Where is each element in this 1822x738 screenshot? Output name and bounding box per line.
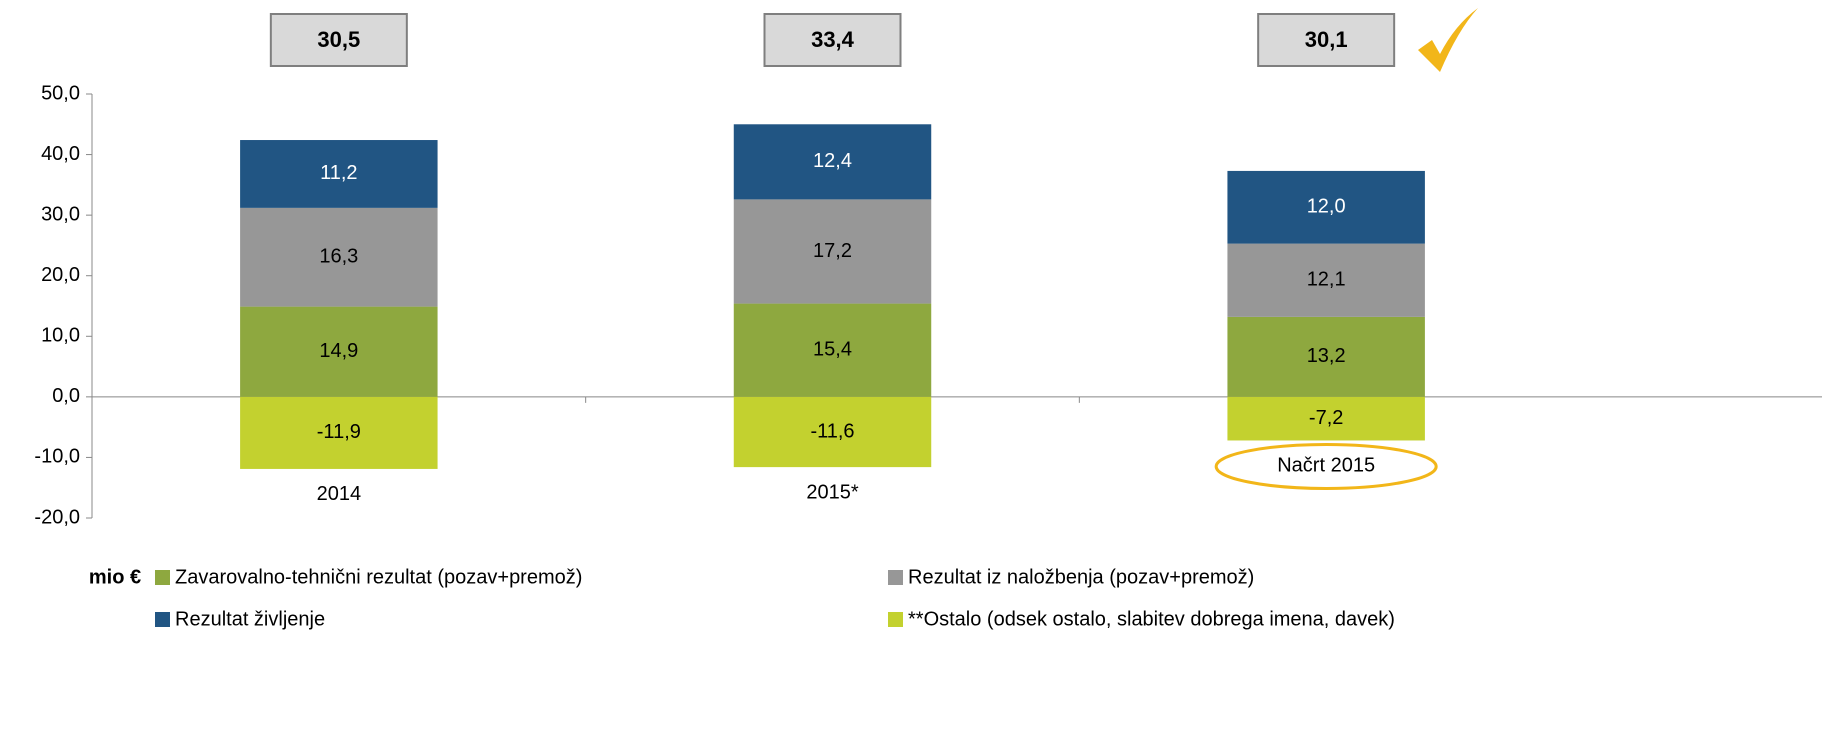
data-label: 12,0 bbox=[1307, 196, 1346, 218]
legend-swatch bbox=[888, 570, 903, 585]
data-label: -11,6 bbox=[810, 420, 854, 442]
legend-swatch bbox=[888, 612, 903, 627]
data-label: 12,1 bbox=[1307, 269, 1346, 291]
data-label: -11,9 bbox=[317, 421, 361, 443]
bar-segment bbox=[1227, 396, 1425, 441]
data-label: 15,4 bbox=[813, 338, 852, 360]
total-box bbox=[1257, 13, 1396, 67]
total-label: 30,5 bbox=[317, 27, 360, 52]
legend-swatch bbox=[155, 570, 170, 585]
y-tick-label: 30,0 bbox=[41, 203, 80, 225]
legend-label: **Ostalo (odsek ostalo, slabitev dobrega… bbox=[908, 608, 1395, 630]
bar-segment bbox=[733, 303, 932, 397]
bar-segment bbox=[1227, 243, 1425, 317]
total-label: 30,1 bbox=[1305, 27, 1348, 52]
bar-segment bbox=[733, 199, 932, 304]
bar-segment bbox=[1227, 170, 1425, 244]
bar-segment bbox=[1227, 316, 1425, 397]
bar-segment bbox=[240, 396, 438, 469]
bar-segment bbox=[240, 140, 438, 208]
bar-segment bbox=[240, 306, 438, 397]
y-tick-label: 50,0 bbox=[41, 82, 80, 104]
y-tick-label: -10,0 bbox=[34, 446, 80, 468]
y-tick-label: 20,0 bbox=[41, 264, 80, 286]
data-label: 17,2 bbox=[813, 240, 852, 262]
data-label: 12,4 bbox=[813, 150, 852, 172]
x-tick-label: 2015* bbox=[806, 481, 858, 503]
bar-segment bbox=[240, 207, 438, 307]
y-tick-label: 0,0 bbox=[52, 385, 80, 407]
y-axis-label: mio € bbox=[89, 566, 141, 588]
y-tick-label: -20,0 bbox=[34, 506, 80, 528]
x-tick-label: Načrt 2015 bbox=[1277, 455, 1375, 477]
data-label: 14,9 bbox=[319, 340, 358, 362]
data-label: 13,2 bbox=[1307, 345, 1346, 367]
legend-swatch bbox=[155, 612, 170, 627]
x-tick-label: 2014 bbox=[317, 483, 362, 505]
total-box bbox=[763, 13, 902, 67]
check-mark bbox=[1418, 8, 1478, 72]
data-label: 16,3 bbox=[319, 246, 358, 268]
bar-segment bbox=[733, 124, 932, 200]
legend-label: Zavarovalno-tehnični rezultat (pozav+pre… bbox=[175, 566, 582, 588]
total-label: 33,4 bbox=[811, 27, 855, 52]
data-label: 11,2 bbox=[320, 162, 357, 184]
data-label: -7,2 bbox=[1309, 407, 1343, 429]
y-tick-label: 40,0 bbox=[41, 143, 80, 165]
bar-segment bbox=[733, 396, 932, 468]
legend-label: Rezultat iz naložbenja (pozav+premož) bbox=[908, 566, 1254, 588]
y-tick-label: 10,0 bbox=[41, 325, 80, 347]
legend-label: Rezultat življenje bbox=[175, 608, 325, 630]
total-box bbox=[269, 13, 408, 67]
highlight-ellipse bbox=[1214, 442, 1438, 490]
